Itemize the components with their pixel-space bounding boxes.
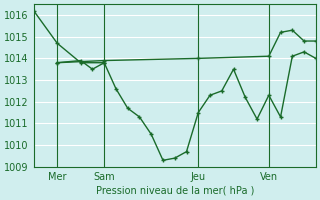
X-axis label: Pression niveau de la mer( hPa ): Pression niveau de la mer( hPa ) — [96, 186, 254, 196]
